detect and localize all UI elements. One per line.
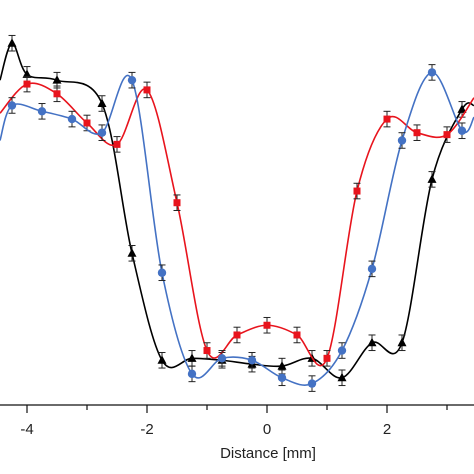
data-point — [143, 86, 151, 94]
x-tick-label: 2 — [383, 421, 391, 438]
data-point — [263, 321, 271, 329]
data-point — [367, 264, 377, 274]
data-point — [187, 353, 197, 362]
data-point — [157, 355, 167, 364]
data-point — [397, 136, 407, 145]
data-point — [157, 268, 167, 277]
data-point — [233, 331, 241, 339]
x-tick-label: 0 — [263, 421, 271, 438]
data-point — [217, 354, 227, 363]
data-point — [173, 199, 181, 207]
data-point — [307, 379, 317, 388]
data-point — [397, 337, 407, 347]
data-point — [427, 174, 437, 183]
series-layer — [0, 34, 474, 392]
data-point — [53, 90, 61, 98]
data-point — [97, 98, 107, 108]
series-line — [0, 82, 474, 367]
x-axis: -4 -2 0 2 — [0, 404, 474, 438]
data-point — [113, 140, 121, 148]
data-point — [203, 347, 211, 355]
data-point — [127, 248, 137, 257]
data-point — [337, 372, 347, 382]
data-point — [293, 331, 301, 339]
data-point — [127, 75, 137, 85]
series-blue-circle — [0, 64, 474, 392]
data-point — [7, 38, 17, 47]
data-point — [97, 128, 107, 137]
x-tick-label: -2 — [140, 421, 153, 438]
data-point — [7, 101, 17, 110]
data-point — [457, 126, 467, 135]
data-point — [83, 119, 91, 127]
data-point — [22, 69, 32, 78]
data-point — [52, 75, 62, 84]
data-point — [323, 354, 331, 362]
x-tick-label: -4 — [20, 421, 33, 438]
data-point — [277, 361, 287, 370]
data-point — [247, 356, 257, 365]
data-point — [443, 131, 451, 139]
data-point — [413, 129, 421, 137]
data-point — [457, 104, 467, 113]
data-point — [367, 337, 377, 347]
data-point — [277, 373, 287, 382]
data-point — [427, 68, 437, 77]
data-point — [383, 115, 391, 123]
data-point — [353, 187, 361, 195]
x-axis-title: Distance [mm] — [220, 445, 316, 462]
data-point — [37, 107, 47, 116]
data-point — [67, 114, 77, 124]
data-point — [23, 80, 31, 88]
data-point — [187, 369, 197, 379]
series-red-square — [0, 75, 474, 367]
data-point — [337, 346, 347, 355]
